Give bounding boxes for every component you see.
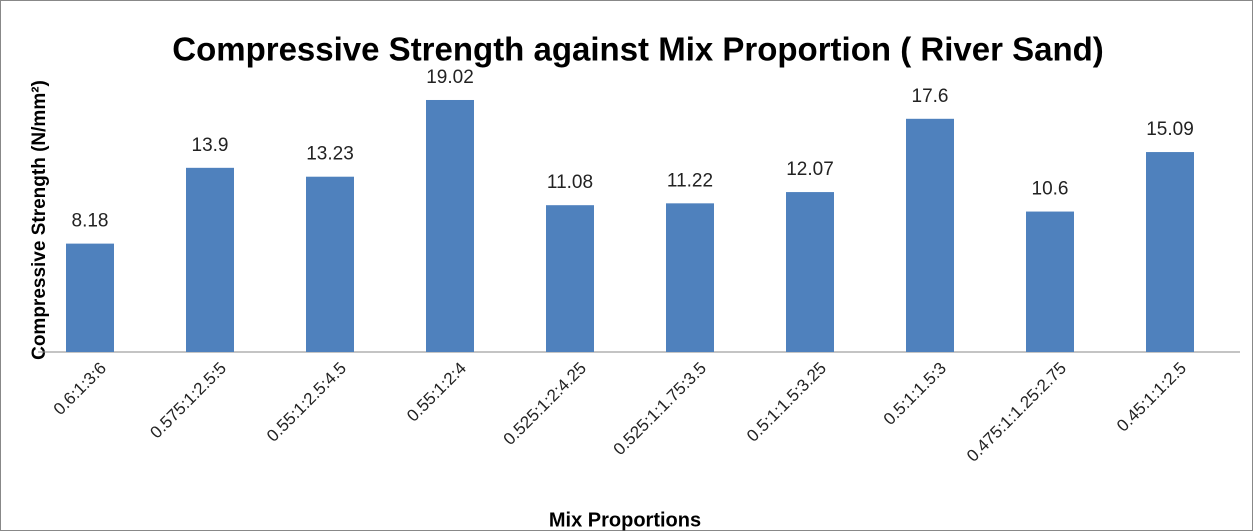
bar [906, 118, 954, 352]
data-label: 19.02 [426, 67, 474, 88]
data-label: 15.09 [1146, 119, 1194, 140]
data-label: 11.08 [547, 172, 593, 193]
bar [1146, 152, 1194, 352]
data-label: 13.23 [306, 144, 354, 165]
data-label: 13.9 [192, 135, 229, 156]
bar [186, 167, 234, 352]
bar [306, 176, 354, 352]
x-axis-title: Mix Proportions [549, 509, 701, 531]
bar [786, 192, 834, 352]
data-label: 8.18 [72, 211, 109, 232]
bar [1026, 211, 1074, 352]
chart-title: Compressive Strength against Mix Proport… [172, 31, 1104, 68]
y-axis-title: Compressive Strength (N/mm²) [29, 80, 50, 360]
data-label: 17.6 [912, 86, 949, 107]
bar [66, 243, 114, 352]
data-label: 10.6 [1032, 179, 1069, 200]
data-label: 12.07 [786, 159, 834, 180]
data-label: 11.22 [667, 170, 713, 191]
bar [546, 205, 594, 352]
bar [426, 99, 474, 352]
bar [666, 203, 714, 352]
